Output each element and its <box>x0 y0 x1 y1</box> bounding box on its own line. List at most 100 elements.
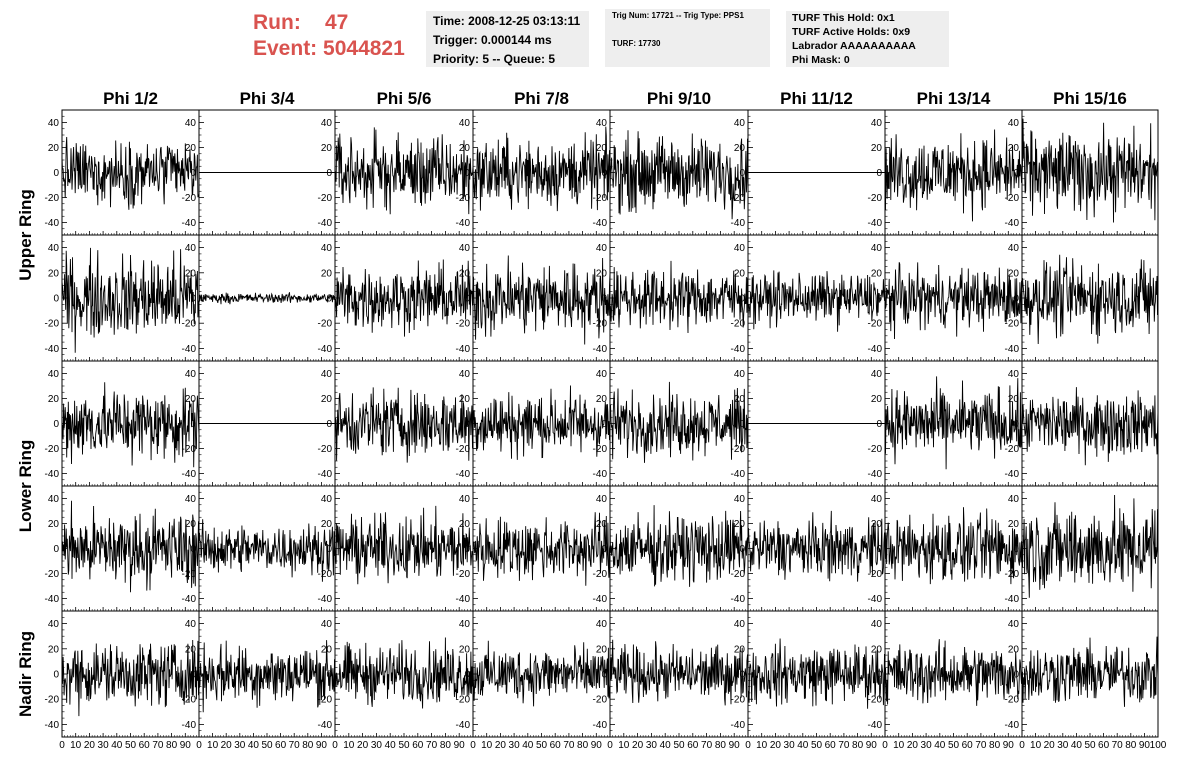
y-tick-label: -20 <box>182 444 197 455</box>
y-tick-label: -20 <box>593 193 608 204</box>
y-tick-label: -40 <box>456 344 471 355</box>
run-value: 47 <box>325 11 349 34</box>
y-tick-label: 40 <box>321 494 333 505</box>
x-tick-label: 80 <box>302 740 314 751</box>
y-tick-label: -40 <box>731 344 746 355</box>
waveform-trace <box>609 381 749 463</box>
y-tick-label: 20 <box>321 394 333 405</box>
y-tick-label: 0 <box>326 168 332 179</box>
x-tick-label: 0 <box>59 740 65 751</box>
x-tick-label: 70 <box>701 740 713 751</box>
y-tick-label: 20 <box>596 394 608 405</box>
y-tick-label: -20 <box>731 569 746 580</box>
trigger-info-box: Trig Num: 17721 -- Trig Type: PPS1 TURF:… <box>605 9 770 67</box>
y-tick-label: 0 <box>1013 670 1019 681</box>
waveform-trace <box>198 519 336 582</box>
y-tick-label: 0 <box>1013 544 1019 555</box>
y-tick-label: 20 <box>1008 268 1020 279</box>
x-tick-label: 80 <box>577 740 589 751</box>
y-tick-label: -20 <box>182 569 197 580</box>
waveform-trace <box>747 510 886 582</box>
y-tick-label: -40 <box>593 469 608 480</box>
y-tick-label: -40 <box>456 720 471 731</box>
y-tick-label: -20 <box>731 444 746 455</box>
y-tick-label: -20 <box>1005 444 1020 455</box>
y-tick-label: -20 <box>868 319 883 330</box>
y-tick-label: 40 <box>48 369 60 380</box>
y-tick-label: 40 <box>321 118 333 129</box>
x-tick-label: 60 <box>962 740 974 751</box>
y-tick-label: 40 <box>459 494 471 505</box>
column-title: Phi 7/8 <box>514 89 569 108</box>
waveform-trace <box>1021 494 1159 598</box>
y-tick-label: -20 <box>731 695 746 706</box>
y-tick-label: -40 <box>318 344 333 355</box>
y-tick-label: -20 <box>318 695 333 706</box>
x-tick-label: 90 <box>316 740 328 751</box>
x-tick-label: 30 <box>98 740 110 751</box>
y-tick-label: 0 <box>53 544 59 555</box>
x-tick-label: 90 <box>1139 740 1151 751</box>
y-tick-label: -20 <box>593 695 608 706</box>
trigger-text: Trigger: 0.000144 ms <box>433 33 552 47</box>
y-tick-label: 40 <box>596 494 608 505</box>
waveform-trace <box>61 136 200 210</box>
y-tick-label: -20 <box>456 193 471 204</box>
y-tick-label: 40 <box>734 118 746 129</box>
column-title: Phi 11/12 <box>780 89 853 108</box>
y-tick-label: 40 <box>596 118 608 129</box>
y-tick-label: 20 <box>48 519 60 530</box>
waveform-trace <box>609 130 749 220</box>
y-tick-label: -20 <box>868 444 883 455</box>
y-tick-label: 40 <box>1008 619 1020 630</box>
y-tick-label: 40 <box>596 243 608 254</box>
y-tick-label: 0 <box>326 419 332 430</box>
x-tick-label: 50 <box>536 740 548 751</box>
y-tick-label: 40 <box>871 619 883 630</box>
x-tick-label: 10 <box>70 740 82 751</box>
y-tick-label: 0 <box>190 419 196 430</box>
event-value: 5044821 <box>323 37 405 60</box>
x-tick-label: 80 <box>1125 740 1137 751</box>
y-tick-label: 40 <box>48 243 60 254</box>
panel-frame <box>609 234 749 362</box>
x-tick-label: 40 <box>522 740 534 751</box>
y-tick-label: -40 <box>182 594 197 605</box>
y-tick-label: 20 <box>734 394 746 405</box>
y-tick-label: -40 <box>45 469 60 480</box>
y-tick-label: 20 <box>321 268 333 279</box>
y-tick-label: -20 <box>731 319 746 330</box>
y-tick-label: -20 <box>1005 569 1020 580</box>
x-tick-label: 30 <box>646 740 658 751</box>
waveform-trace <box>884 262 1023 340</box>
y-tick-label: 40 <box>185 243 197 254</box>
x-tick-label: 40 <box>934 740 946 751</box>
x-tick-label: 70 <box>289 740 301 751</box>
waveform-trace <box>884 639 1023 706</box>
x-tick-label: 80 <box>715 740 727 751</box>
y-tick-label: 20 <box>48 644 60 655</box>
y-tick-label: 20 <box>1008 394 1020 405</box>
y-tick-label: 0 <box>876 670 882 681</box>
column-title: Phi 5/6 <box>377 89 432 108</box>
x-tick-label: 60 <box>687 740 699 751</box>
y-tick-label: 0 <box>1013 168 1019 179</box>
x-tick-label: 10 <box>207 740 219 751</box>
y-tick-label: 40 <box>1008 243 1020 254</box>
y-tick-label: -20 <box>456 444 471 455</box>
y-tick-label: -40 <box>868 344 883 355</box>
y-tick-label: 0 <box>464 544 470 555</box>
y-tick-label: 0 <box>464 670 470 681</box>
y-tick-label: 40 <box>185 369 197 380</box>
y-tick-label: -40 <box>868 594 883 605</box>
y-tick-label: -20 <box>868 569 883 580</box>
y-tick-label: 0 <box>601 670 607 681</box>
x-tick-label: 40 <box>660 740 672 751</box>
turf-info-box: TURF This Hold: 0x1 TURF Active Holds: 0… <box>786 11 949 67</box>
x-tick-label: 20 <box>221 740 233 751</box>
waveform-trace <box>747 638 886 709</box>
x-tick-label: 20 <box>84 740 96 751</box>
y-tick-label: 20 <box>871 143 883 154</box>
y-tick-label: -40 <box>182 218 197 229</box>
